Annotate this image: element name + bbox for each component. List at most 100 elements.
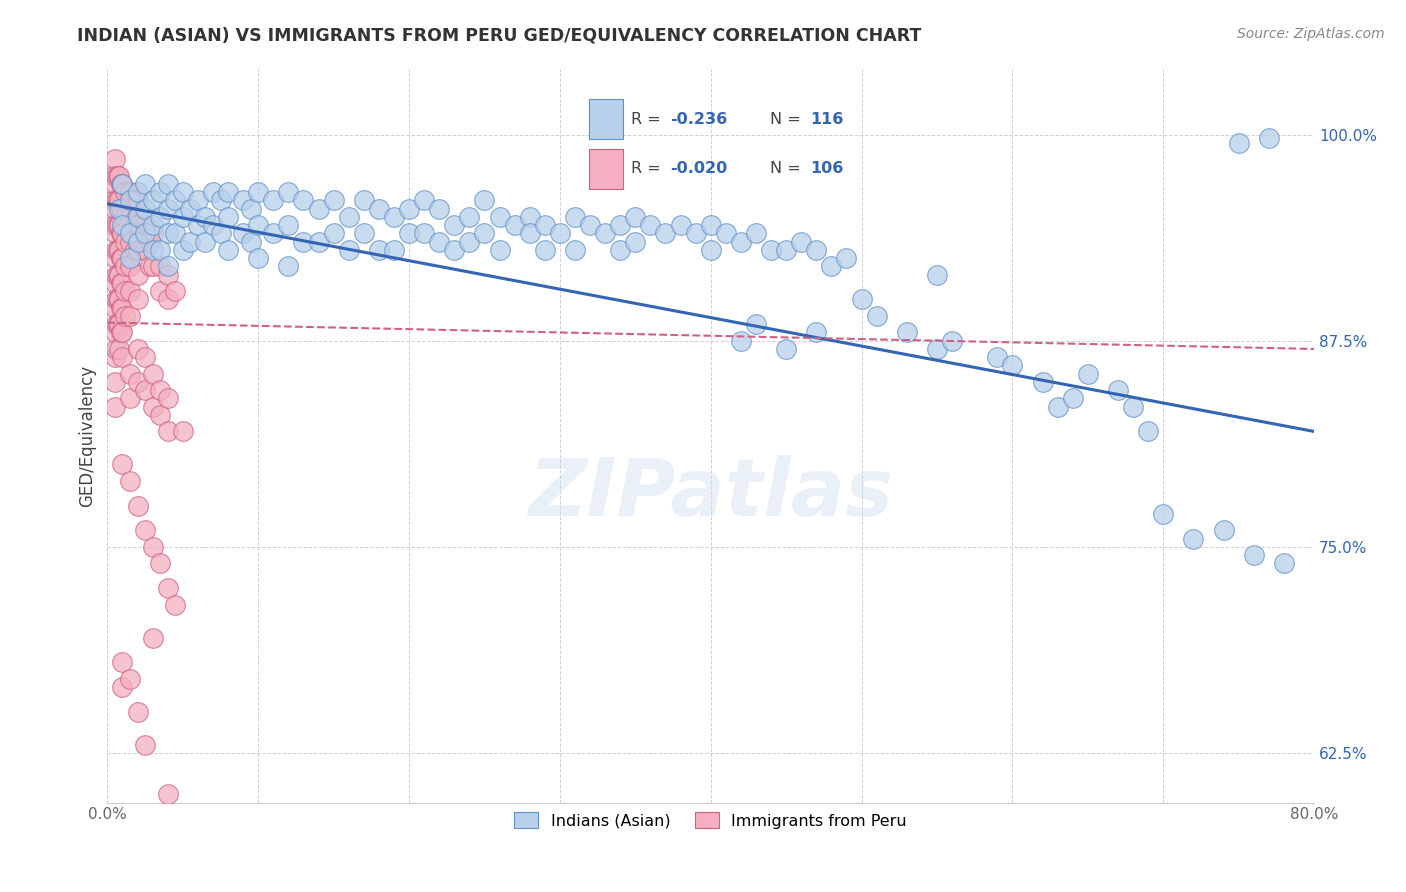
Point (714, 227, 737, 241)
Point (730, 334, 752, 348)
Point (108, 293, 131, 307)
Point (149, 284, 172, 298)
Point (427, 202, 450, 216)
Point (382, 243, 405, 257)
Point (519, 227, 541, 241)
Point (775, 342, 797, 356)
Point (127, 268, 149, 282)
Point (1001, 359, 1024, 373)
Point (474, 227, 496, 241)
Point (127, 499, 149, 513)
Point (322, 194, 344, 208)
Point (640, 219, 662, 233)
Point (262, 227, 284, 241)
Point (179, 235, 201, 249)
Point (337, 210, 360, 224)
Point (127, 210, 149, 224)
Point (105, 219, 128, 233)
Point (107, 243, 129, 257)
Point (124, 219, 146, 233)
Point (187, 219, 209, 233)
Point (104, 202, 127, 216)
Point (110, 301, 132, 315)
Point (118, 474, 141, 488)
Point (111, 350, 134, 364)
Point (806, 243, 828, 257)
Point (118, 367, 141, 381)
Point (105, 342, 128, 356)
Point (239, 202, 262, 216)
Point (1182, 532, 1205, 546)
Point (118, 251, 141, 265)
Point (107, 194, 129, 208)
Point (124, 243, 146, 257)
Point (127, 186, 149, 200)
Point (851, 293, 873, 307)
Point (118, 194, 141, 208)
Point (308, 235, 330, 249)
Point (277, 186, 299, 200)
Point (111, 251, 134, 265)
Point (111, 458, 134, 472)
Point (247, 186, 270, 200)
Point (127, 705, 149, 719)
Point (745, 227, 768, 241)
Point (247, 251, 270, 265)
Point (110, 177, 132, 191)
Point (149, 557, 172, 571)
Point (110, 326, 132, 340)
Point (108, 243, 131, 257)
Point (1046, 400, 1069, 414)
Point (322, 227, 344, 241)
Point (134, 524, 156, 538)
Point (110, 276, 132, 290)
Point (104, 301, 127, 315)
Point (820, 260, 842, 274)
Text: INDIAN (ASIAN) VS IMMIGRANTS FROM PERU GED/EQUIVALENCY CORRELATION CHART: INDIAN (ASIAN) VS IMMIGRANTS FROM PERU G… (77, 27, 922, 45)
Point (775, 243, 797, 257)
Point (111, 326, 134, 340)
Point (118, 210, 141, 224)
Point (134, 202, 156, 216)
Point (217, 210, 239, 224)
Point (124, 194, 146, 208)
Point (458, 210, 481, 224)
Point (104, 251, 127, 265)
Point (654, 227, 676, 241)
Point (134, 350, 156, 364)
Point (104, 153, 127, 167)
Point (1227, 136, 1250, 150)
Point (104, 177, 127, 191)
Point (835, 251, 858, 265)
Point (699, 243, 721, 257)
Point (1062, 392, 1084, 406)
Point (165, 598, 187, 612)
Point (110, 202, 132, 216)
Point (427, 235, 450, 249)
Point (114, 235, 136, 249)
Point (103, 194, 125, 208)
Point (564, 210, 586, 224)
Point (142, 260, 165, 274)
Point (353, 194, 375, 208)
Point (172, 186, 194, 200)
Point (896, 326, 918, 340)
Point (986, 350, 1008, 364)
Point (114, 210, 136, 224)
Point (337, 243, 360, 257)
Point (398, 202, 420, 216)
Point (138, 260, 160, 274)
Point (533, 243, 555, 257)
Point (156, 581, 179, 595)
Point (669, 219, 692, 233)
Point (194, 235, 217, 249)
Point (142, 367, 165, 381)
Point (165, 194, 187, 208)
Point (239, 235, 262, 249)
Point (134, 738, 156, 752)
Point (107, 169, 129, 183)
Point (108, 202, 131, 216)
Point (111, 276, 134, 290)
Point (118, 186, 141, 200)
Point (107, 317, 129, 331)
